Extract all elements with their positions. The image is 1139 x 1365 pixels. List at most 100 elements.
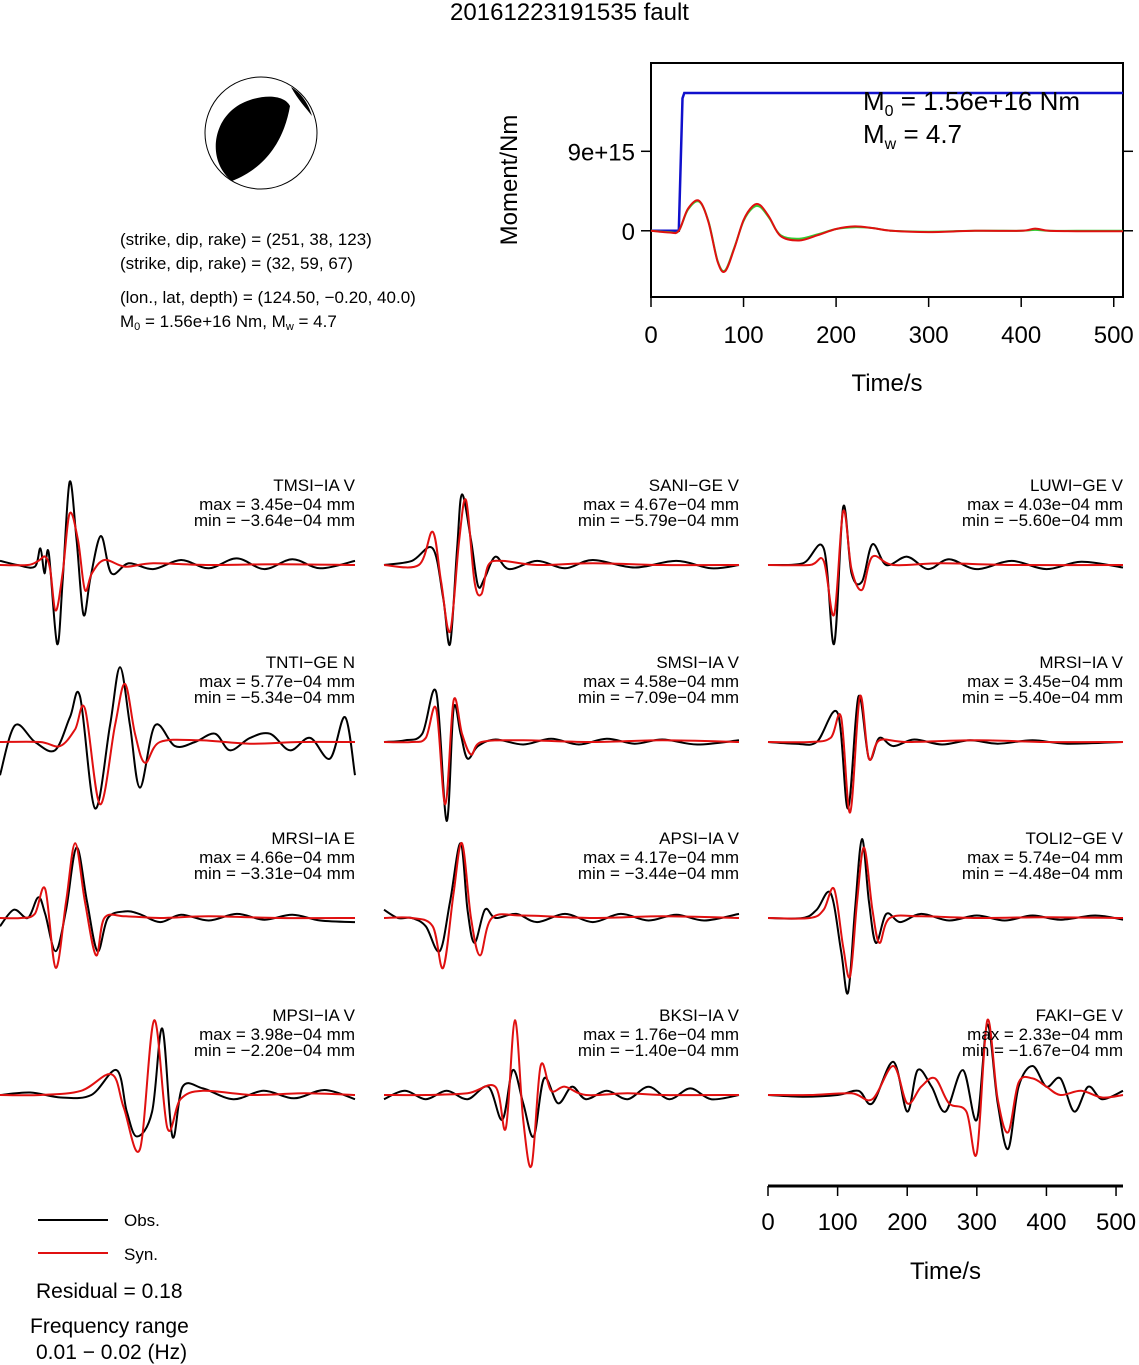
moment-x-tick-label: 300	[909, 322, 949, 349]
moment-rate-red-line	[650, 199, 1124, 273]
station-name: BKSI−IA V	[659, 1006, 739, 1025]
min-amplitude: min = −5.34e−04 mm	[193, 688, 355, 707]
trace-panel	[383, 493, 740, 646]
max-amplitude: max = 5.74e−04 mm	[967, 848, 1123, 867]
min-amplitude: min = −3.44e−04 mm	[577, 864, 739, 883]
station-name: LUWI−GE V	[1029, 476, 1123, 495]
synthetic-trace	[0, 682, 356, 806]
station-name: MRSI−IA E	[271, 829, 355, 848]
synthetic-trace	[383, 1019, 740, 1169]
synthetic-trace	[767, 694, 1124, 814]
min-amplitude: min = −1.67e−04 mm	[961, 1041, 1123, 1060]
min-amplitude: min = −7.09e−04 mm	[577, 688, 739, 707]
max-amplitude: max = 3.45e−04 mm	[199, 495, 355, 514]
station-name: APSI−IA V	[659, 829, 739, 848]
max-amplitude: max = 3.98e−04 mm	[199, 1025, 355, 1044]
figure-title: 20161223191535 fault	[450, 0, 689, 26]
observed-trace	[0, 1027, 356, 1139]
synthetic-trace	[383, 697, 740, 806]
moment-x-tick-label: 0	[644, 322, 657, 349]
min-amplitude: min = −5.79e−04 mm	[577, 511, 739, 530]
moment-x-axis-label: Time/s	[851, 370, 922, 397]
synthetic-trace	[0, 1019, 356, 1153]
station-name: TOLI2−GE V	[1025, 829, 1123, 848]
synthetic-trace	[0, 511, 356, 612]
station-name: MRSI−IA V	[1039, 653, 1123, 672]
max-amplitude: max = 1.76e−04 mm	[583, 1025, 739, 1044]
wave-x-tick-label: 0	[761, 1209, 774, 1236]
observed-trace	[767, 695, 1124, 810]
max-amplitude: max = 4.66e−04 mm	[199, 848, 355, 867]
trace-panel	[0, 480, 356, 645]
observed-trace	[0, 480, 356, 645]
residual-text: Residual = 0.18	[36, 1280, 183, 1303]
trace-panel	[767, 504, 1124, 645]
trace-panel	[383, 1019, 740, 1169]
min-amplitude: min = −3.31e−04 mm	[193, 864, 355, 883]
trace-panel	[0, 1019, 356, 1153]
moment-annotation-m0: M0 = 1.56e+16 Nm	[863, 86, 1080, 120]
wave-x-tick-label: 200	[887, 1209, 927, 1236]
wave-x-tick-label: 500	[1096, 1209, 1136, 1236]
trace-panel	[767, 694, 1124, 814]
location-depth: (lon., lat, depth) = (124.50, −0.20, 40.…	[120, 288, 416, 307]
moment-plot-frame	[650, 62, 1124, 298]
min-amplitude: min = −1.40e−04 mm	[577, 1041, 739, 1060]
trace-panel	[0, 666, 356, 810]
min-amplitude: min = −2.20e−04 mm	[193, 1041, 355, 1060]
max-amplitude: max = 2.33e−04 mm	[967, 1025, 1123, 1044]
moment-y-tick-label: 9e+15	[568, 139, 635, 166]
synthetic-trace	[0, 842, 356, 969]
observed-trace	[383, 688, 740, 822]
moment-magnitude: M0 = 1.56e+16 Nm, Mw = 4.7	[120, 312, 337, 333]
station-name: TNTI−GE N	[265, 653, 355, 672]
observed-trace	[383, 1069, 740, 1138]
station-name: TMSI−IA V	[273, 476, 355, 495]
max-amplitude: max = 4.03e−04 mm	[967, 495, 1123, 514]
moment-cumulative-line	[651, 91, 1123, 233]
moment-chart: 0 100 200 300 400 500 0 9e+15 Time/s Moment/Nm M0 …	[496, 62, 1134, 397]
trace-panel	[767, 1018, 1124, 1157]
trace-panel	[383, 842, 740, 969]
observed-trace	[767, 504, 1124, 645]
min-amplitude: min = −4.48e−04 mm	[961, 864, 1123, 883]
legend-obs-label: Obs.	[124, 1211, 160, 1230]
max-amplitude: max = 4.67e−04 mm	[583, 495, 739, 514]
observed-trace	[767, 1023, 1124, 1151]
synthetic-trace	[767, 509, 1124, 617]
station-name: SANI−GE V	[648, 476, 739, 495]
moment-annotation-mw: Mw = 4.7	[863, 119, 962, 153]
synthetic-trace	[767, 846, 1124, 979]
station-name: FAKI−GE V	[1035, 1006, 1123, 1025]
frequency-range-value: 0.01 − 0.02 (Hz)	[36, 1341, 188, 1364]
moment-x-tick-label: 100	[724, 322, 764, 349]
min-amplitude: min = −5.40e−04 mm	[961, 688, 1123, 707]
min-amplitude: min = −3.64e−04 mm	[193, 511, 355, 530]
trace-panel	[767, 838, 1124, 995]
wave-x-tick-label: 300	[957, 1209, 997, 1236]
legend-syn-label: Syn.	[124, 1245, 159, 1264]
max-amplitude: max = 3.45e−04 mm	[967, 672, 1123, 691]
synthetic-trace	[383, 842, 740, 969]
frequency-range-label: Frequency range	[30, 1315, 189, 1338]
strike-dip-rake-2: (strike, dip, rake) = (32, 59, 67)	[120, 254, 353, 273]
observed-trace	[383, 842, 740, 953]
trace-panel	[383, 688, 740, 822]
moment-x-tick-label: 500	[1094, 322, 1134, 349]
moment-x-tick-label: 400	[1001, 322, 1041, 349]
min-amplitude: min = −5.60e−04 mm	[961, 511, 1123, 530]
wave-x-tick-label: 100	[818, 1209, 858, 1236]
synthetic-trace	[767, 1018, 1124, 1157]
synthetic-trace	[383, 498, 740, 634]
max-amplitude: max = 4.17e−04 mm	[583, 848, 739, 867]
observed-trace	[0, 666, 356, 810]
